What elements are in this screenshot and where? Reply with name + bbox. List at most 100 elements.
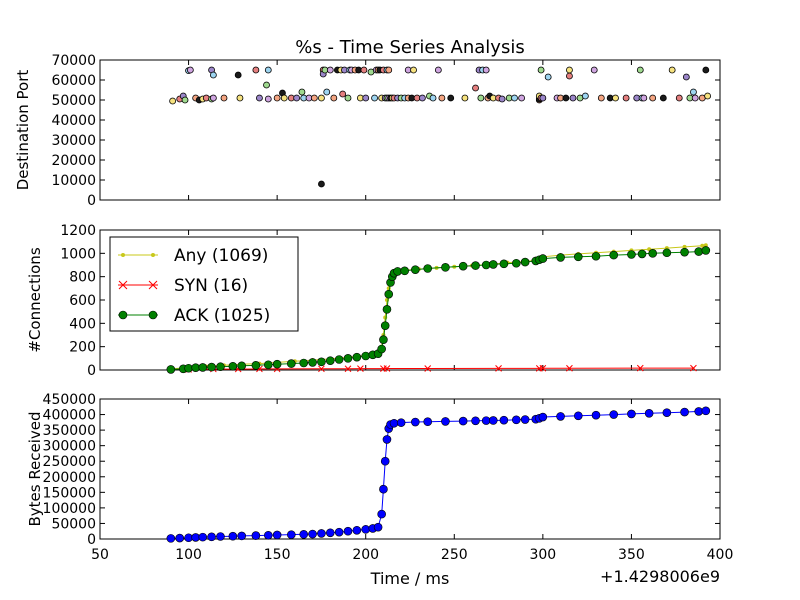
x-tick-label: 50 bbox=[91, 547, 109, 563]
data-point bbox=[380, 456, 390, 466]
scatter-point bbox=[537, 66, 545, 74]
scatter-point bbox=[691, 94, 699, 102]
data-point bbox=[299, 358, 309, 368]
data-point bbox=[566, 364, 573, 372]
y-tick-label: 50000 bbox=[51, 93, 96, 109]
bytes-received-panel: 0500001000001500002000002500003000003500… bbox=[26, 392, 733, 563]
scatter-point bbox=[263, 81, 270, 89]
data-point bbox=[207, 532, 216, 542]
data-point bbox=[383, 365, 391, 372]
scatter-point bbox=[704, 92, 711, 100]
x-axis-offset-label: +1.4298006e9 bbox=[600, 567, 720, 586]
data-point bbox=[471, 261, 480, 270]
scatter-point bbox=[318, 180, 325, 188]
data-point bbox=[591, 410, 601, 420]
data-point bbox=[382, 305, 392, 314]
scatter-point bbox=[273, 94, 281, 102]
data-point bbox=[520, 257, 530, 267]
data-point bbox=[458, 261, 468, 271]
y-tick-label: 1200 bbox=[60, 223, 96, 239]
data-point bbox=[344, 365, 352, 373]
scatter-point bbox=[482, 66, 490, 74]
data-point bbox=[499, 415, 509, 425]
data-point bbox=[573, 411, 583, 421]
data-point bbox=[377, 344, 386, 354]
data-point bbox=[361, 525, 371, 534]
data-point bbox=[627, 250, 636, 259]
scatter-point bbox=[360, 66, 368, 74]
scatter-point bbox=[659, 94, 667, 102]
data-point bbox=[317, 529, 326, 538]
data-point bbox=[393, 267, 402, 276]
data-point bbox=[662, 408, 672, 417]
y-tick-label: 100000 bbox=[43, 501, 96, 517]
data-point bbox=[379, 335, 388, 344]
data-point bbox=[701, 246, 711, 255]
scatter-point bbox=[636, 66, 644, 74]
scatter-point bbox=[169, 97, 177, 105]
figure-title: %s - Time Series Analysis bbox=[295, 37, 524, 58]
scatter-point bbox=[682, 73, 690, 81]
y-tick-label: 0 bbox=[87, 532, 96, 548]
data-point bbox=[228, 531, 238, 541]
data-point bbox=[318, 365, 325, 373]
x-tick-label: 300 bbox=[529, 547, 556, 563]
data-point bbox=[216, 362, 225, 372]
data-point bbox=[627, 409, 636, 419]
data-point bbox=[207, 362, 216, 372]
data-point bbox=[644, 409, 654, 418]
y-tick-label: 50000 bbox=[51, 516, 96, 532]
data-point bbox=[511, 258, 521, 268]
data-point bbox=[495, 365, 502, 372]
data-point bbox=[272, 359, 282, 369]
data-point bbox=[251, 531, 261, 540]
scatter-point bbox=[566, 66, 573, 74]
data-point bbox=[609, 250, 619, 260]
legend-marker bbox=[151, 253, 155, 257]
data-point bbox=[198, 532, 208, 542]
x-tick-label: 250 bbox=[441, 547, 468, 563]
data-point bbox=[662, 248, 672, 258]
scatter-point bbox=[418, 94, 426, 102]
scatter-point bbox=[477, 94, 485, 102]
scatter-point bbox=[323, 88, 331, 96]
scatter-point bbox=[511, 94, 518, 102]
data-point bbox=[538, 412, 548, 422]
scatter-point bbox=[690, 88, 697, 96]
data-point bbox=[373, 522, 383, 532]
data-point bbox=[488, 416, 498, 425]
legend-marker bbox=[118, 310, 128, 320]
data-point bbox=[694, 407, 704, 416]
data-point bbox=[441, 417, 450, 426]
scatter-point bbox=[434, 66, 442, 74]
scatter-point bbox=[461, 94, 469, 102]
scatter-point bbox=[518, 94, 525, 102]
data-point bbox=[334, 527, 344, 537]
scatter-point bbox=[544, 73, 552, 81]
y-tick-label: 70000 bbox=[51, 53, 96, 69]
scatter-point bbox=[264, 66, 272, 74]
y-tick-label: 150000 bbox=[43, 485, 96, 501]
data-point bbox=[382, 435, 392, 444]
data-point bbox=[411, 265, 420, 274]
scatter-point bbox=[252, 66, 260, 74]
data-point bbox=[308, 529, 317, 539]
scatter-point bbox=[186, 66, 194, 74]
data-point bbox=[317, 357, 326, 367]
y-tick-label: 400000 bbox=[43, 408, 96, 424]
data-point bbox=[556, 253, 565, 262]
data-point bbox=[380, 321, 390, 330]
data-point bbox=[166, 365, 176, 374]
scatter-point bbox=[256, 94, 263, 102]
y-tick-label: 0 bbox=[87, 363, 96, 379]
data-point bbox=[690, 364, 697, 372]
data-point bbox=[423, 417, 433, 427]
data-point bbox=[357, 365, 364, 372]
legend-marker bbox=[121, 253, 125, 257]
legend-marker bbox=[118, 280, 128, 290]
data-point bbox=[287, 530, 296, 539]
data-point bbox=[636, 364, 644, 372]
legend-label: Any (1069) bbox=[174, 246, 268, 266]
data-point bbox=[471, 416, 480, 426]
data-point bbox=[325, 528, 335, 538]
